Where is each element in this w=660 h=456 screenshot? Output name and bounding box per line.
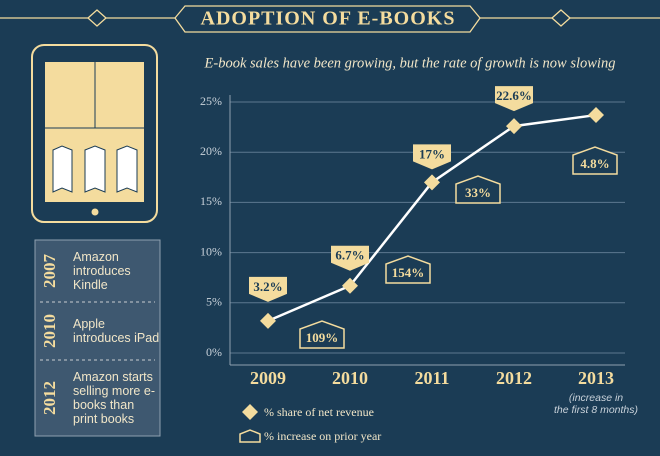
share-point: [506, 118, 522, 135]
timeline-text: Apple introduces iPad: [73, 317, 160, 345]
share-point: [260, 312, 276, 329]
share-label: 17%: [419, 146, 445, 161]
increase-label-box: [385, 255, 431, 284]
y-tick-label: 0%: [206, 345, 222, 359]
chart-title: ADOPTION OF E-BOOKS: [201, 8, 456, 30]
increase-label: 33%: [465, 185, 491, 200]
timeline-year: 2007: [40, 254, 59, 288]
increase-label-box: [572, 146, 618, 175]
increase-label-box: [455, 175, 501, 204]
timeline-entry: 2012 Amazon starts selling more e-books t…: [35, 360, 160, 436]
x-tick-label: 2011: [414, 368, 449, 388]
share-label-box: [249, 276, 287, 302]
increase-label: 154%: [392, 265, 425, 280]
increase-label-box: [299, 320, 345, 349]
y-tick-label: 5%: [206, 295, 222, 309]
x-tick-label: 2010: [332, 368, 368, 388]
y-tick-label: 25%: [200, 94, 222, 108]
legend-swatch: [239, 429, 261, 443]
share-point: [342, 277, 358, 294]
tablet-icon: [31, 44, 158, 223]
share-label: 3.2%: [253, 279, 282, 294]
subtitle: E-book sales have been growing, but the …: [204, 55, 616, 71]
share-point: [424, 174, 440, 191]
share-label-box: [331, 245, 369, 271]
y-tick-label: 10%: [200, 244, 222, 258]
y-tick-label: 15%: [200, 194, 222, 208]
share-label: 6.7%: [335, 248, 364, 263]
x-note: (increase in the first 8 months): [554, 392, 638, 416]
share-label-box: [495, 86, 533, 112]
x-tick-label: 2013: [578, 368, 614, 388]
timeline-text: Amazon introduces Kindle: [73, 250, 131, 292]
x-tick-label: 2009: [250, 368, 286, 388]
timeline-frame: [34, 239, 161, 437]
title-ornament: [0, 5, 660, 33]
x-tick-label: 2012: [496, 368, 532, 388]
legend-swatch: [242, 404, 258, 420]
increase-label: 4.8%: [580, 156, 609, 171]
timeline-text: Amazon starts selling more e-books than …: [73, 370, 155, 426]
timeline-year: 2012: [40, 381, 59, 415]
increase-label: 109%: [306, 330, 339, 345]
share-label-box: [413, 144, 451, 170]
timeline-entry: 2007 Amazon introduces Kindle: [35, 240, 160, 302]
y-tick-label: 20%: [200, 144, 222, 158]
share-label: 22.6%: [496, 88, 532, 103]
share-point: [588, 107, 604, 124]
legend-label: % share of net revenue: [264, 405, 374, 419]
timeline-entry: 2010 Apple introduces iPad: [35, 302, 160, 360]
legend-label: % increase on prior year: [264, 429, 381, 443]
timeline-year: 2010: [40, 314, 59, 348]
